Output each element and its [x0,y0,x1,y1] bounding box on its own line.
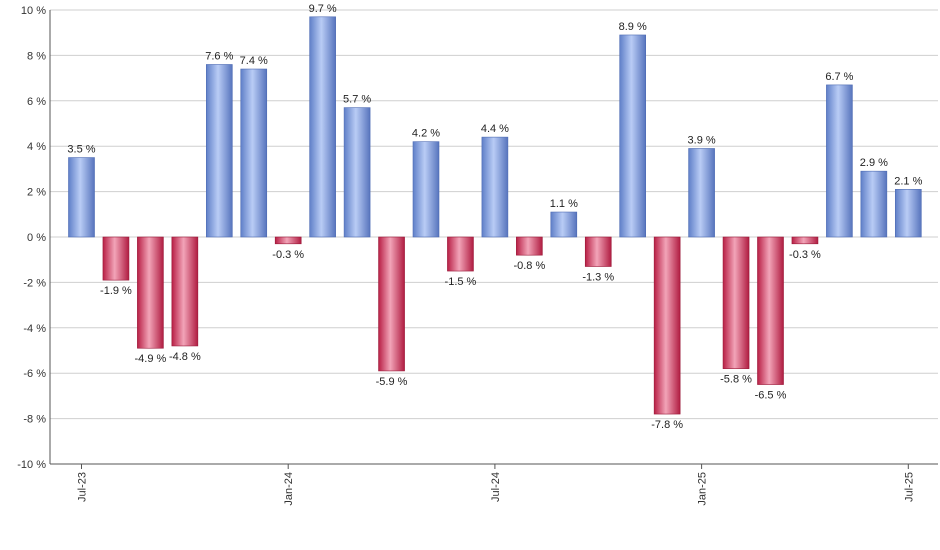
y-tick-label: 4 % [27,141,46,153]
x-tick-label: Jul-24 [490,472,502,502]
bar [722,236,750,369]
x-tick-label: Jul-25 [903,472,915,502]
data-label: -0.8 % [513,260,545,272]
data-label: -5.8 % [720,374,752,386]
data-label: 4.2 % [412,128,440,140]
y-tick-label: 2 % [27,187,46,199]
bar [550,211,578,238]
y-tick-label: -4 % [23,323,46,335]
bar [791,236,819,245]
bars [68,16,922,415]
data-label: -7.8 % [651,419,683,431]
x-tick-label: Jul-23 [77,472,89,502]
bar [516,236,543,256]
y-tick-label: -6 % [23,368,46,380]
data-label: 8.9 % [619,21,647,33]
data-label: -5.9 % [376,376,408,388]
data-label: 2.9 % [860,157,888,169]
data-label: -0.3 % [789,249,821,261]
bar [653,236,681,415]
data-label: 5.7 % [343,94,371,106]
bar [757,236,784,385]
bar [826,84,853,238]
data-label: 9.7 % [309,3,337,15]
bar [894,189,922,238]
bar [68,157,95,238]
data-label: -6.5 % [755,390,787,402]
bar [240,68,268,238]
y-tick-label: -10 % [17,459,46,471]
bar [584,236,612,267]
bar [688,148,715,238]
data-label: 3.9 % [688,134,716,146]
x-tick-label: Jan-24 [283,472,295,506]
bar [447,236,474,272]
y-axis-tick-labels: -10 % -8 % -6 % -4 % -2 % 0 % 2 % 4 % 6 % 8 % 10 % [17,5,46,471]
data-label: -1.3 % [582,272,614,284]
bar [206,64,233,238]
bar [102,236,130,281]
data-labels: 3.5 % -1.9 % -4.9 % -4.8 % 7.6 % 7.4 % -0.3 % 9… [67,3,922,431]
x-tick-label: Jan-25 [697,472,709,506]
bar [343,107,371,238]
y-tick-label: 0 % [27,232,46,244]
x-axis-tick-labels: Jul-23 Jan-24 Jul-24 Jan-25 Jul-25 [77,464,915,506]
bar [274,236,302,245]
y-tick-label: -2 % [23,277,46,289]
data-label: -1.9 % [100,285,132,297]
bar [378,236,405,372]
bar [171,236,199,347]
data-label: -0.3 % [272,249,304,261]
bar [860,170,888,238]
bar [309,16,336,238]
y-tick-label: 6 % [27,96,46,108]
data-label: -4.8 % [169,351,201,363]
data-label: 4.4 % [481,123,509,135]
bar [412,141,440,238]
data-label: 1.1 % [550,198,578,210]
data-label: 3.5 % [67,144,95,156]
bar [137,236,164,349]
data-label: 2.1 % [894,175,922,187]
data-label: -1.5 % [445,276,477,288]
y-tick-label: -8 % [23,414,46,426]
bar [481,136,509,238]
axes [49,10,938,465]
data-label: -4.9 % [135,353,167,365]
data-label: 7.6 % [205,50,233,62]
bar [619,34,647,238]
y-tick-label: 8 % [27,50,46,62]
y-tick-label: 10 % [21,5,46,17]
data-label: 7.4 % [240,55,268,67]
data-label: 6.7 % [825,71,853,83]
